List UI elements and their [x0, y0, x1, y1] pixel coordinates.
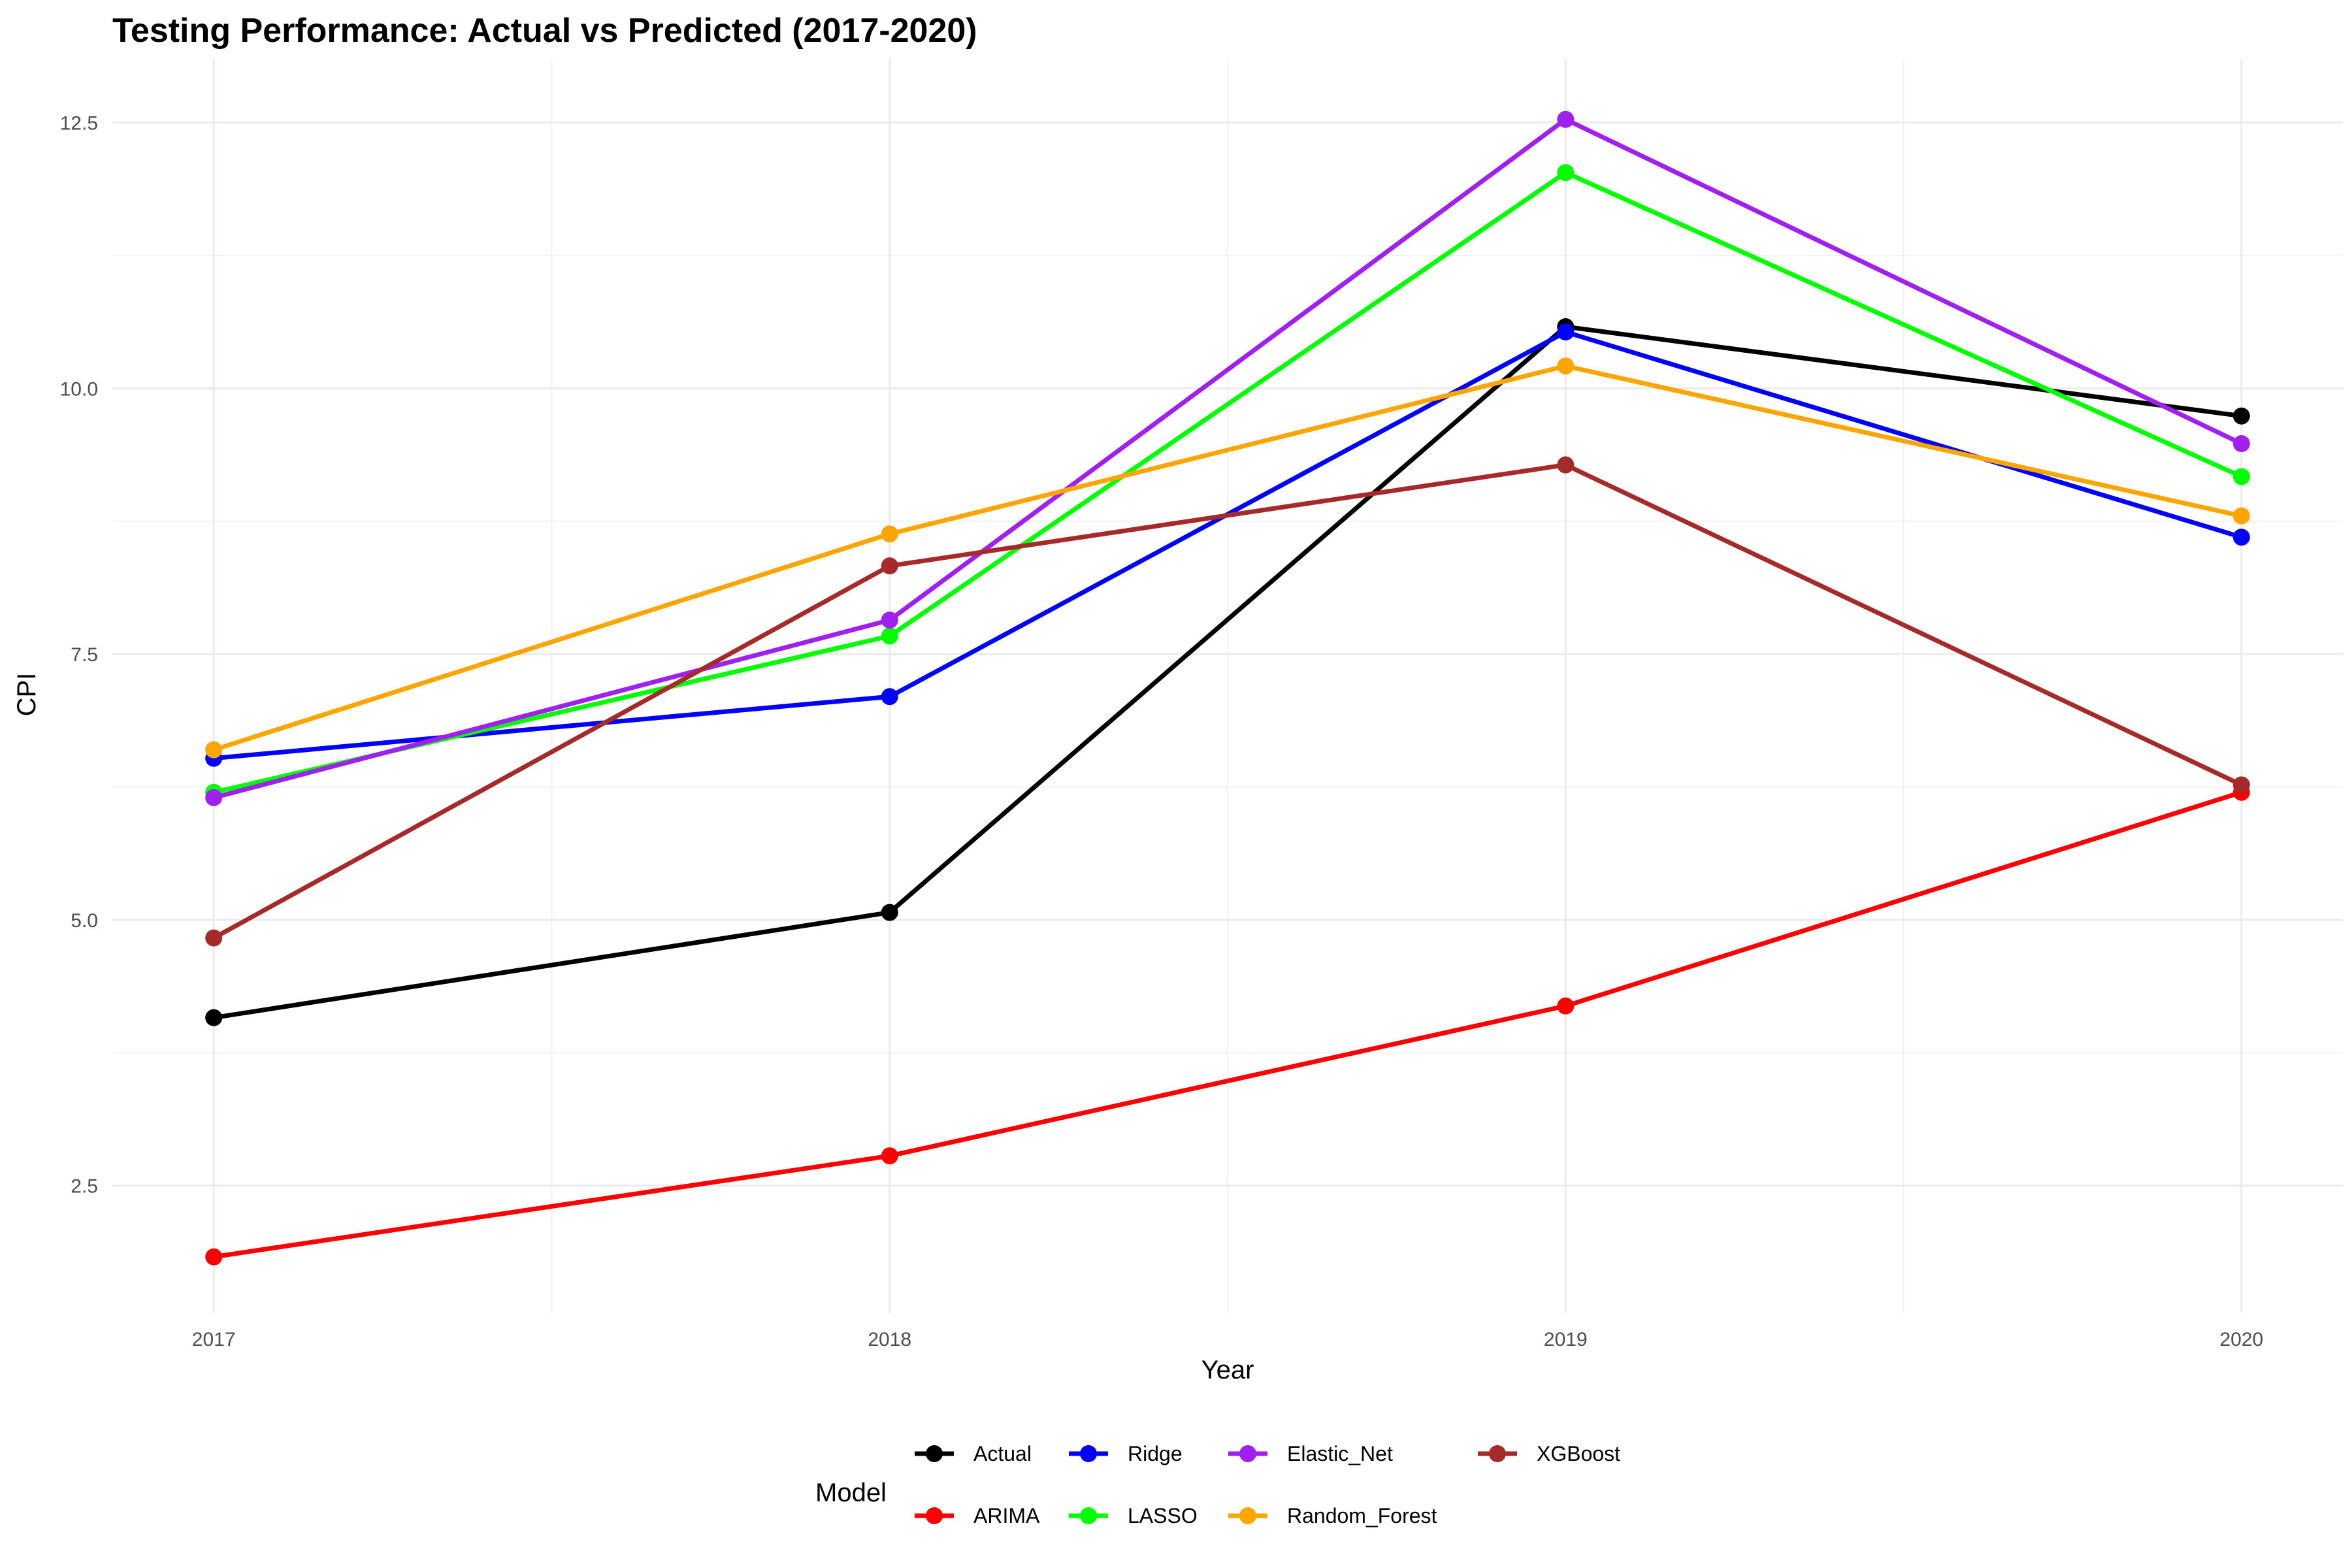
y-axis-title: CPI [12, 673, 41, 717]
data-point-arima [881, 1147, 898, 1165]
legend-key-point [1239, 1445, 1256, 1462]
series-lines [205, 110, 2250, 1266]
legend-item-arima: ARIMA [915, 1504, 1040, 1527]
series-line-random-forest [211, 363, 2244, 753]
data-point-xgboost [1557, 456, 1575, 474]
legend-label: ARIMA [973, 1504, 1040, 1527]
y-tick-label: 12.5 [60, 113, 98, 135]
data-point-arima [205, 1248, 223, 1266]
data-point-xgboost [205, 929, 223, 947]
chart-title: Testing Performance: Actual vs Predicted… [112, 12, 977, 50]
data-point-lasso [2232, 468, 2250, 485]
x-tick-label: 2017 [192, 1329, 236, 1350]
legend-label: Ridge [1128, 1442, 1183, 1465]
data-point-xgboost [881, 557, 898, 575]
legend-key-point [1239, 1507, 1256, 1524]
legend-label: Actual [973, 1442, 1032, 1465]
y-tick-label: 5.0 [71, 910, 98, 932]
x-tick-label: 2018 [868, 1329, 911, 1350]
data-point-xgboost [2232, 776, 2250, 794]
legend-title: Model [815, 1478, 887, 1507]
legend-key-point [926, 1445, 943, 1462]
legend-item-xgboost: XGBoost [1478, 1442, 1620, 1465]
legend-label: Random_Forest [1287, 1504, 1437, 1527]
data-point-actual [2232, 407, 2250, 425]
data-point-actual [881, 904, 898, 921]
legend-item-ridge: Ridge [1069, 1442, 1183, 1465]
x-tick-label: 2020 [2219, 1329, 2263, 1350]
series-line-actual [211, 324, 2244, 1021]
data-point-elastic-net [881, 612, 898, 629]
x-tick-label: 2019 [1544, 1329, 1588, 1350]
data-point-random-forest [881, 525, 898, 543]
legend-item-random-forest: Random_Forest [1228, 1504, 1437, 1527]
legend-item-actual: Actual [915, 1442, 1032, 1465]
data-point-random-forest [205, 741, 223, 759]
y-axis-ticks: 2.5 5.0 7.5 10.0 12.5 [60, 113, 98, 1198]
series-random-forest [205, 357, 2250, 759]
legend: Model Actual ARIMA Ridge LASSO Elastic_Net Ra… [815, 1442, 1620, 1527]
legend-key-point [926, 1507, 943, 1524]
legend-item-elastic-net: Elastic_Net [1228, 1442, 1393, 1465]
series-line-elastic-net [211, 117, 2244, 800]
data-point-lasso [881, 627, 898, 645]
series-line-lasso [211, 170, 2244, 795]
legend-item-lasso: LASSO [1069, 1504, 1198, 1527]
x-axis-title: Year [1201, 1356, 1254, 1384]
data-point-elastic-net [2232, 435, 2250, 453]
legend-key-point [1080, 1507, 1097, 1524]
series-line-xgboost [211, 463, 2244, 941]
legend-label: XGBoost [1537, 1442, 1620, 1465]
data-point-arima [1557, 997, 1575, 1015]
series-xgboost [205, 456, 2250, 947]
data-point-ridge [2232, 529, 2250, 546]
legend-key-point [1489, 1445, 1506, 1462]
x-axis-ticks: 2017 2018 2019 2020 [192, 1329, 2263, 1350]
legend-label: LASSO [1128, 1504, 1198, 1527]
data-point-elastic-net [1557, 110, 1575, 128]
data-point-ridge [1557, 323, 1575, 341]
data-point-ridge [881, 688, 898, 706]
legend-label: Elastic_Net [1287, 1442, 1393, 1465]
data-point-random-forest [2232, 507, 2250, 525]
data-point-actual [205, 1009, 223, 1026]
data-point-lasso [1557, 164, 1575, 182]
y-tick-label: 2.5 [71, 1176, 98, 1198]
series-elastic-net [205, 110, 2250, 806]
y-tick-label: 10.0 [60, 378, 98, 400]
series-line-arima [211, 790, 2244, 1260]
data-point-elastic-net [205, 789, 223, 806]
legend-key-point [1080, 1445, 1097, 1462]
grid [112, 59, 2343, 1313]
y-tick-label: 7.5 [71, 644, 98, 666]
data-point-random-forest [1557, 357, 1575, 375]
